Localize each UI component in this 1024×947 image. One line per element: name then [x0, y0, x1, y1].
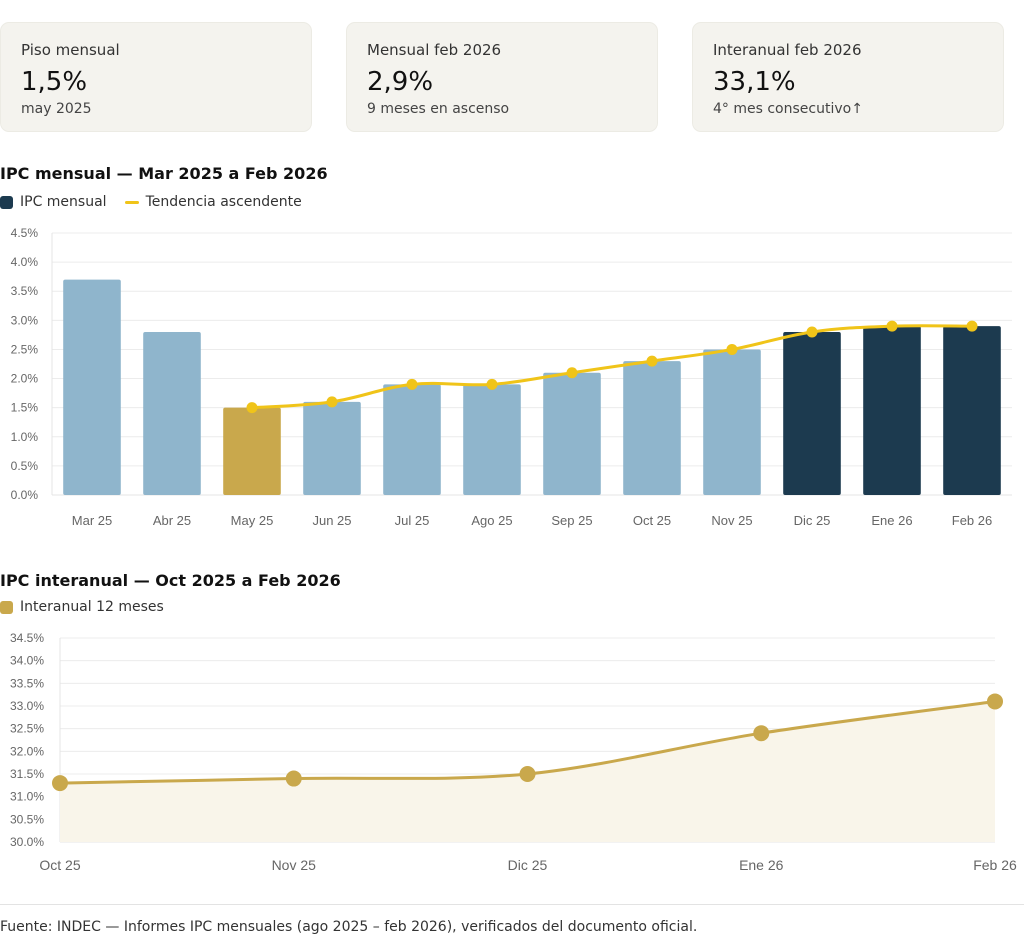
bar-sep-25: [543, 372, 601, 495]
trend-point: [726, 343, 738, 355]
x-tick-label: Feb 26: [973, 857, 1017, 873]
bar-dic-25: [783, 331, 841, 495]
trend-line: [251, 324, 973, 410]
bar-oct-25: [623, 361, 681, 495]
trend-point: [886, 320, 898, 332]
trend-point: [486, 378, 498, 390]
y-tick-label: 3.0%: [11, 313, 39, 327]
bar-mar-25: [63, 279, 121, 495]
x-tick-label: Oct 25: [633, 513, 671, 528]
y-tick-label: 33.0%: [10, 699, 44, 713]
kpi-value: 2,9%: [367, 67, 434, 97]
bar-jun-25: [303, 401, 361, 495]
kpi-card-yearly: Interanual feb 2026 33,1% 4° mes consecu…: [692, 22, 1004, 132]
trend-point: [326, 396, 338, 408]
y-tick-label: 30.0%: [10, 835, 44, 849]
y-tick-label: 3.5%: [11, 284, 39, 298]
source-footnote: Fuente: INDEC — Informes IPC mensuales (…: [0, 919, 698, 935]
x-tick-label: Jul 25: [395, 513, 430, 528]
bar-jul-25: [383, 384, 441, 495]
yearly-point: [52, 775, 68, 792]
bar-ago-25: [463, 384, 521, 495]
x-tick-label: Dic 25: [508, 857, 548, 873]
yearly-area-chart: 30.0% 30.5% 31.0% 31.5% 32.0% 32.5% 33.0% 33.5%…: [10, 631, 1017, 873]
y-tick-label: 30.5%: [10, 812, 44, 826]
monthly-bar-chart: 0.0% 0.5% 1.0% 1.5% 2.0% 2.5% 3.0% 3.5% 4.0% 4.5%…: [11, 226, 1012, 528]
x-tick-label: Abr 25: [153, 513, 191, 528]
x-tick-label: Mar 25: [72, 513, 112, 528]
kpi-value: 33,1%: [713, 67, 796, 97]
bar-feb-26: [943, 326, 1001, 495]
kpi-subtext: 9 meses en ascenso: [367, 101, 510, 117]
bar-ene-26: [863, 326, 921, 495]
legend-swatch-yearly: [0, 600, 13, 614]
x-tick-label: Ene 26: [739, 857, 784, 873]
x-tick-label: Sep 25: [551, 513, 592, 528]
legend-label-trend: Tendencia ascendente: [145, 194, 302, 210]
trend-point: [646, 355, 658, 367]
y-tick-label: 1.5%: [11, 401, 39, 415]
kpi-label: Piso mensual: [21, 41, 120, 59]
legend-swatch-trend: [124, 200, 139, 204]
yearly-point: [519, 766, 536, 782]
trend-point: [566, 367, 578, 379]
kpi-card-floor: Piso mensual 1,5% may 2025: [0, 22, 312, 132]
y-tick-label: 0.0%: [11, 488, 39, 502]
y-tick-label: 0.5%: [11, 459, 39, 473]
x-tick-label: Nov 25: [711, 513, 752, 528]
legend-item-yearly[interactable]: Interanual 12 meses: [0, 599, 164, 615]
monthly-chart-title: IPC mensual — Mar 2025 a Feb 2026: [0, 164, 328, 183]
x-tick-label: Nov 25: [272, 857, 317, 873]
y-tick-label: 32.0%: [10, 744, 44, 758]
yearly-point: [987, 693, 1003, 710]
y-tick-label: 31.0%: [10, 790, 44, 804]
y-tick-label: 2.5%: [11, 342, 39, 356]
trend-point: [246, 402, 258, 414]
y-tick-label: 34.5%: [10, 631, 44, 645]
kpi-label: Mensual feb 2026: [367, 41, 502, 59]
y-tick-label: 1.0%: [11, 430, 39, 444]
footer-divider: [0, 904, 1024, 905]
kpi-card-monthly: Mensual feb 2026 2,9% 9 meses en ascenso: [346, 22, 658, 132]
bar-nov-25: [703, 349, 761, 495]
yearly-chart-title: IPC interanual — Oct 2025 a Feb 2026: [0, 571, 341, 590]
yearly-point: [285, 770, 302, 787]
y-tick-label: 34.0%: [10, 654, 44, 668]
x-tick-label: Oct 25: [39, 857, 80, 873]
x-tick-label: May 25: [231, 513, 274, 528]
y-tick-label: 32.5%: [10, 722, 44, 736]
kpi-value: 1,5%: [21, 67, 88, 97]
legend-item-bars[interactable]: IPC mensual: [0, 194, 107, 210]
yearly-point: [753, 725, 770, 742]
y-tick-label: 4.5%: [11, 226, 39, 240]
y-tick-label: 31.5%: [10, 767, 44, 781]
kpi-subtext: 4° mes consecutivo↑: [713, 101, 863, 117]
x-tick-label: Feb 26: [952, 513, 992, 528]
legend-swatch-bars: [0, 195, 13, 209]
trend-point: [966, 320, 978, 332]
kpi-label: Interanual feb 2026: [713, 41, 862, 59]
x-tick-label: Ene 26: [871, 513, 912, 528]
x-tick-label: Ago 25: [471, 513, 512, 528]
legend-item-trend[interactable]: Tendencia ascendente: [124, 194, 302, 210]
bar-abr-25: [143, 331, 201, 495]
monthly-chart-legend: IPC mensual Tendencia ascendente: [0, 194, 320, 210]
x-tick-label: Dic 25: [794, 513, 831, 528]
bar-may-25: [223, 407, 281, 495]
legend-label-bars: IPC mensual: [20, 194, 107, 210]
y-tick-label: 2.0%: [11, 372, 39, 386]
y-tick-label: 33.5%: [10, 676, 44, 690]
x-tick-label: Jun 25: [312, 513, 351, 528]
trend-point: [406, 378, 418, 390]
y-tick-label: 4.0%: [11, 255, 39, 269]
kpi-subtext: may 2025: [21, 101, 92, 117]
yearly-chart-legend: Interanual 12 meses: [0, 599, 182, 615]
legend-label-yearly: Interanual 12 meses: [20, 599, 164, 615]
trend-point: [806, 326, 818, 338]
